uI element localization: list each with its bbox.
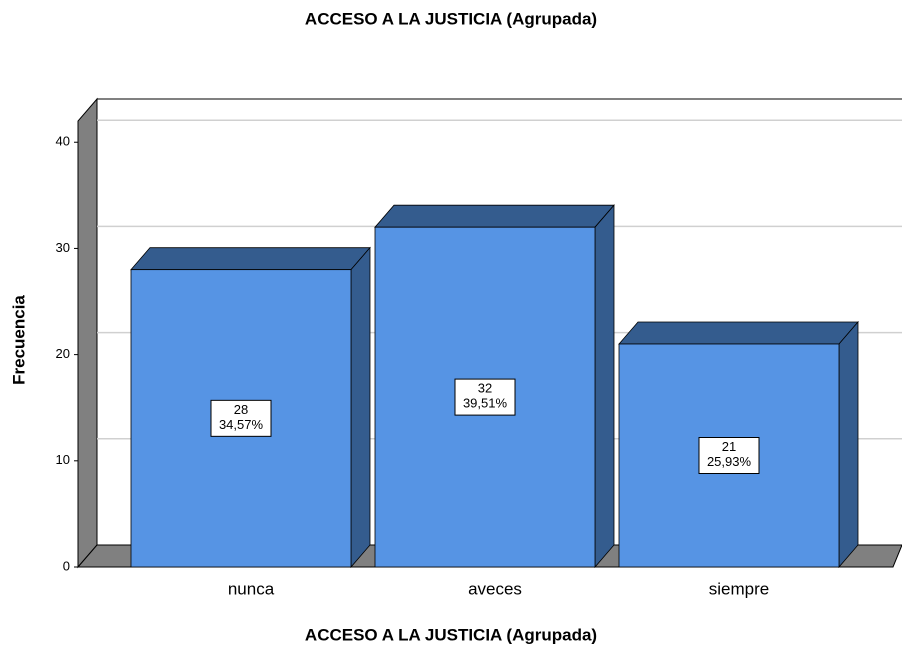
data-label-box [454, 378, 516, 416]
y-tick-label: 0 [63, 558, 70, 573]
x-tick-label: siempre [709, 579, 769, 598]
y-tick-label: 30 [56, 240, 70, 255]
data-label: 32 [478, 381, 492, 396]
y-tick-label: 10 [56, 452, 70, 467]
bar-top [618, 321, 859, 345]
x-tick-label: nunca [228, 579, 275, 598]
y-tick-label: 20 [56, 346, 70, 361]
data-label: 21 [722, 439, 736, 454]
bar-top [130, 247, 371, 271]
data-label-box [698, 437, 760, 474]
percentage-label: 34,57% [219, 417, 264, 432]
bar-side [594, 204, 615, 569]
bar-top [374, 204, 615, 228]
percentage-label: 25,93% [707, 454, 752, 469]
chart-title: ACCESO A LA JUSTICIA (Agrupada) [305, 9, 597, 28]
bar-side [350, 246, 371, 569]
left-wall [77, 97, 98, 569]
data-label: 28 [234, 402, 248, 417]
x-tick-label: aveces [468, 579, 522, 598]
x-axis-label: ACCESO A LA JUSTICIA (Agrupada) [305, 625, 597, 644]
bar-side [838, 320, 859, 569]
y-axis-label: Frecuencia [9, 295, 28, 385]
y-tick-label: 40 [56, 134, 70, 149]
percentage-label: 39,51% [463, 396, 508, 411]
data-label-box [210, 399, 272, 437]
